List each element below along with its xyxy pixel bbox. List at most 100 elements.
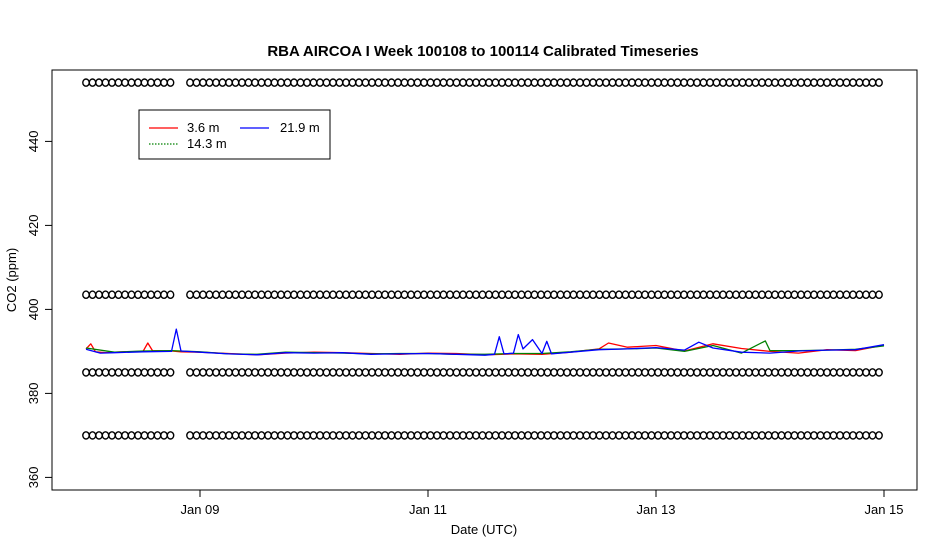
status-marker — [491, 431, 500, 440]
status-marker — [218, 78, 227, 87]
status-marker — [394, 431, 402, 440]
status-marker — [400, 290, 409, 300]
status-marker — [348, 431, 357, 440]
status-marker — [374, 368, 383, 377]
status-marker — [309, 368, 318, 377]
status-marker — [842, 78, 851, 87]
status-marker — [621, 78, 630, 87]
status-marker — [257, 290, 266, 300]
status-marker — [127, 78, 136, 87]
status-marker — [667, 431, 675, 440]
status-marker — [413, 431, 422, 440]
status-marker — [335, 431, 344, 440]
status-marker — [478, 78, 487, 87]
status-marker — [784, 290, 792, 300]
status-marker — [322, 290, 331, 300]
status-marker — [114, 290, 123, 300]
status-marker — [134, 368, 142, 377]
status-marker — [608, 78, 617, 87]
y-tick-label: 400 — [26, 299, 41, 321]
status-marker — [556, 78, 565, 87]
status-marker — [400, 431, 409, 440]
status-marker — [764, 368, 773, 377]
status-marker — [615, 78, 623, 87]
status-marker — [238, 290, 246, 300]
status-marker — [810, 431, 818, 440]
y-axis-label: CO2 (ppm) — [4, 248, 19, 312]
status-marker — [342, 78, 350, 87]
status-marker — [563, 431, 571, 440]
status-marker — [88, 78, 97, 87]
status-marker — [550, 368, 558, 377]
status-marker — [855, 78, 864, 87]
status-marker — [797, 431, 805, 440]
status-marker — [192, 290, 201, 300]
status-marker — [283, 290, 292, 300]
status-marker — [472, 431, 480, 440]
status-marker — [342, 368, 350, 377]
status-marker — [485, 290, 493, 300]
status-marker — [322, 368, 331, 377]
status-marker — [199, 290, 207, 300]
status-marker — [296, 431, 305, 440]
status-marker — [725, 431, 734, 440]
status-marker — [257, 431, 266, 440]
status-marker — [777, 431, 786, 440]
status-marker — [394, 368, 402, 377]
status-marker — [121, 78, 129, 87]
status-marker — [244, 290, 253, 300]
status-marker — [797, 368, 805, 377]
status-marker — [771, 368, 779, 377]
status-marker — [758, 78, 766, 87]
status-marker — [855, 368, 864, 377]
status-marker — [101, 78, 110, 87]
status-marker — [647, 368, 656, 377]
status-marker — [699, 78, 708, 87]
y-tick-label: 360 — [26, 467, 41, 489]
status-marker — [127, 290, 136, 300]
status-marker — [862, 78, 870, 87]
status-marker — [134, 290, 142, 300]
status-marker — [140, 78, 149, 87]
status-marker — [699, 431, 708, 440]
status-marker — [381, 78, 389, 87]
status-marker — [816, 431, 825, 440]
status-marker — [842, 431, 851, 440]
status-marker — [537, 78, 545, 87]
status-marker — [82, 78, 90, 87]
status-marker — [868, 290, 877, 300]
status-marker — [121, 290, 129, 300]
status-marker — [264, 290, 272, 300]
status-marker — [615, 368, 623, 377]
status-marker — [108, 368, 116, 377]
status-marker — [251, 290, 259, 300]
status-marker — [660, 431, 669, 440]
status-marker — [212, 368, 220, 377]
status-marker — [283, 368, 292, 377]
status-marker — [316, 431, 324, 440]
status-marker — [517, 290, 526, 300]
status-marker — [608, 368, 617, 377]
status-marker — [270, 431, 279, 440]
status-marker — [550, 78, 558, 87]
status-marker — [738, 78, 747, 87]
y-tick-label: 440 — [26, 131, 41, 153]
chart-title: RBA AIRCOA I Week 100108 to 100114 Calib… — [267, 43, 698, 60]
y-axis: 360 380 400 420 440 — [26, 131, 53, 489]
status-marker — [290, 368, 298, 377]
status-marker — [186, 368, 194, 377]
status-marker — [225, 431, 233, 440]
status-marker — [634, 78, 643, 87]
status-marker — [784, 431, 792, 440]
status-marker — [511, 290, 519, 300]
status-marker — [238, 78, 246, 87]
status-marker — [309, 431, 318, 440]
status-marker — [491, 78, 500, 87]
status-marker — [524, 78, 532, 87]
status-marker — [693, 431, 701, 440]
status-marker — [550, 431, 558, 440]
status-marker — [316, 290, 324, 300]
status-marker — [745, 431, 753, 440]
status-marker — [673, 431, 682, 440]
